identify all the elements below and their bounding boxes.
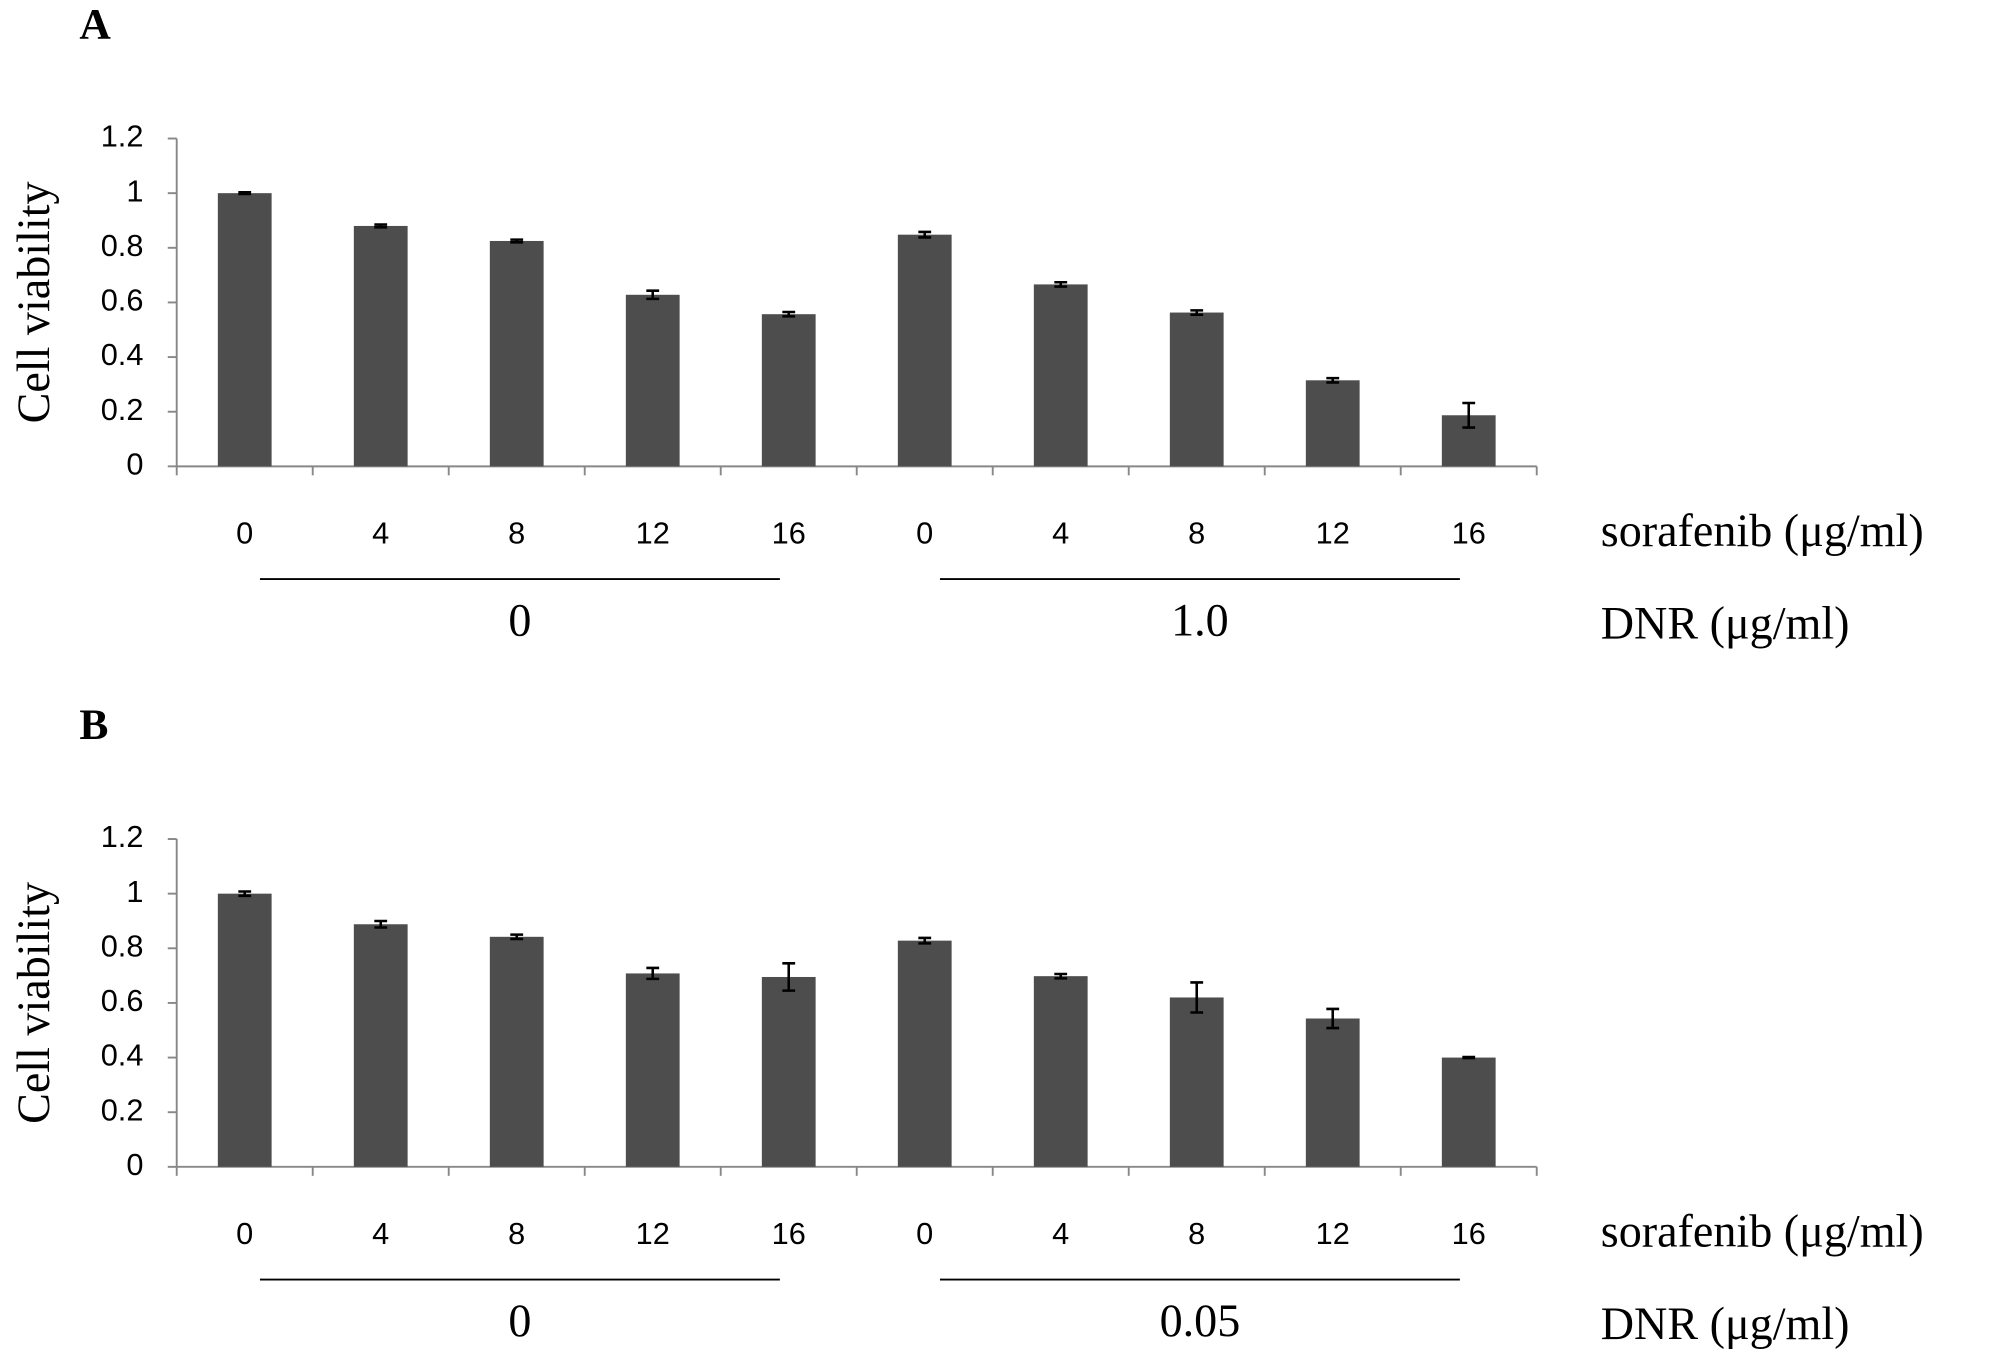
bar <box>489 240 544 467</box>
bar <box>1169 997 1224 1167</box>
x-tick-label: 12 <box>1316 516 1350 551</box>
x-tick-label: 16 <box>1452 516 1486 551</box>
y-tick-label: 0.8 <box>101 228 144 263</box>
y-tick-label: 1.2 <box>101 819 144 854</box>
error-bar <box>1326 1007 1340 1030</box>
y-tick-label: 0.2 <box>101 1092 144 1127</box>
x-axis-label: sorafenib (μg/ml) <box>1601 505 1924 556</box>
x-tick-label: 0 <box>236 516 253 551</box>
x-tick-label: 8 <box>508 516 525 551</box>
error-bar <box>1462 1055 1476 1060</box>
bar <box>217 893 272 1167</box>
x-tick-label: 4 <box>1052 516 1069 551</box>
x-tick-label: 8 <box>1188 516 1205 551</box>
bar <box>761 976 816 1167</box>
y-tick-label: 1.2 <box>101 119 144 154</box>
bar <box>1033 284 1088 467</box>
error-bar <box>918 230 932 239</box>
x-tick-label: 0 <box>916 1216 933 1251</box>
bar <box>625 973 680 1167</box>
bar <box>625 294 680 467</box>
x-tick-label: 4 <box>372 1216 389 1251</box>
bar <box>1305 380 1360 467</box>
x-tick-label: 16 <box>772 1216 806 1251</box>
x-tick-label: 4 <box>372 516 389 551</box>
y-tick-label: 1 <box>126 874 143 909</box>
x-tick-label: 4 <box>1052 1216 1069 1251</box>
y-tick-label: 0 <box>126 446 143 481</box>
x-tick-label: 12 <box>636 1216 670 1251</box>
group-label: 1.0 <box>1171 595 1229 646</box>
y-tick-label: 1 <box>126 173 143 208</box>
x-tick-label: 8 <box>508 1216 525 1251</box>
y-axis-label: Cell viability <box>8 181 59 423</box>
x-axis-label: sorafenib (μg/ml) <box>1601 1206 1924 1257</box>
bar <box>353 225 408 467</box>
panel-label: A <box>79 0 111 48</box>
error-bar <box>1462 401 1476 429</box>
y-tick-label: 0.6 <box>101 983 144 1018</box>
error-bar <box>782 962 796 992</box>
error-bar <box>1190 309 1204 317</box>
error-bar <box>510 238 524 244</box>
y-tick-label: 0.4 <box>101 1038 144 1073</box>
group-label: 0.05 <box>1160 1295 1241 1346</box>
error-bar <box>918 936 932 945</box>
y-tick-label: 0.4 <box>101 337 144 372</box>
bar <box>1169 312 1224 467</box>
panel-label: B <box>79 701 108 749</box>
bar <box>761 314 816 467</box>
bar <box>1033 976 1088 1167</box>
bar <box>1441 1057 1496 1167</box>
error-bar <box>646 289 660 301</box>
y-tick-label: 0 <box>126 1147 143 1182</box>
group-axis-label: DNR (μg/ml) <box>1601 1298 1850 1349</box>
x-tick-label: 12 <box>636 516 670 551</box>
error-bar <box>238 890 252 898</box>
y-tick-label: 0.6 <box>101 283 144 318</box>
error-bar <box>510 933 524 941</box>
error-bar <box>374 223 388 229</box>
y-tick-label: 0.8 <box>101 928 144 963</box>
error-bar <box>782 310 796 318</box>
group-axis-label: DNR (μg/ml) <box>1601 597 1850 648</box>
error-bar <box>1326 376 1340 384</box>
y-axis-label: Cell viability <box>8 882 59 1124</box>
x-tick-label: 16 <box>772 516 806 551</box>
error-bar <box>1054 280 1068 288</box>
bar <box>897 234 952 467</box>
error-bar <box>374 919 388 929</box>
bar <box>353 924 408 1167</box>
x-tick-label: 8 <box>1188 1216 1205 1251</box>
error-bar <box>1190 981 1204 1014</box>
x-tick-label: 0 <box>916 516 933 551</box>
group-label: 0 <box>508 1295 531 1346</box>
bar <box>489 936 544 1167</box>
error-bar <box>1054 972 1068 980</box>
bar <box>217 193 272 467</box>
group-label: 0 <box>508 595 531 646</box>
y-tick-label: 0.2 <box>101 392 144 427</box>
x-tick-label: 12 <box>1316 1216 1350 1251</box>
error-bar <box>238 191 252 196</box>
error-bar <box>646 966 660 981</box>
bar <box>1305 1018 1360 1167</box>
bar <box>897 940 952 1167</box>
x-tick-label: 16 <box>1452 1216 1486 1251</box>
x-tick-label: 0 <box>236 1216 253 1251</box>
